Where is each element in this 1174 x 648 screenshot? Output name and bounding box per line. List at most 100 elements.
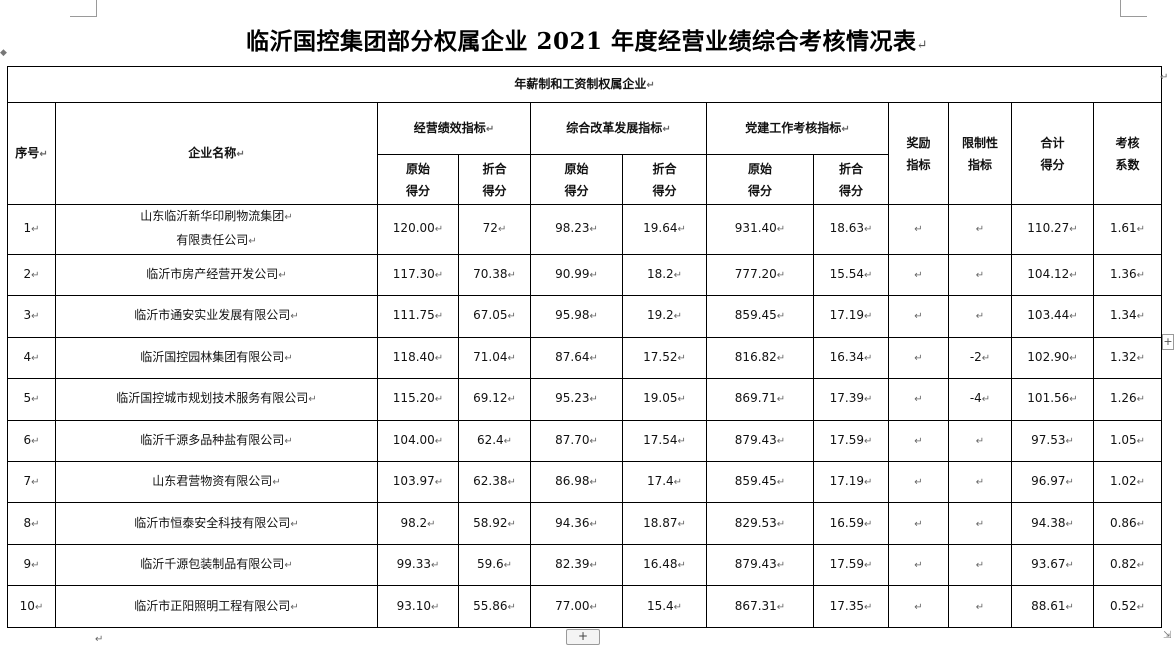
business-converted-cell[interactable]: 59.6↵ [458,543,531,587]
header-limit[interactable]: 限制性 指标 [948,102,1012,205]
reform-converted-cell[interactable]: 18.87↵ [622,502,707,545]
total-cell[interactable]: 94.38↵ [1011,502,1094,545]
coefficient-cell[interactable]: 1.32↵ [1092,336,1163,380]
business-raw-cell[interactable]: 118.40↵ [377,336,459,380]
reform-converted-cell[interactable]: 18.2↵ [622,253,707,297]
limit-cell[interactable]: -2↵ [948,336,1012,380]
total-cell[interactable]: 103.44↵ [1011,295,1094,338]
header-reform-raw[interactable]: 原始 得分 [530,154,623,205]
business-raw-cell[interactable]: 104.00↵ [377,419,459,463]
party-raw-cell[interactable]: 816.82↵ [706,336,814,380]
business-raw-cell[interactable]: 103.97↵ [377,460,459,504]
resize-icon[interactable]: + [1162,334,1174,350]
business-raw-cell[interactable]: 111.75↵ [377,295,459,338]
seq-cell[interactable]: 9↵ [7,543,56,587]
business-raw-cell[interactable]: 98.2↵ [377,502,459,545]
limit-cell[interactable]: ↵ [948,419,1012,463]
party-converted-cell[interactable]: 17.35↵ [813,585,889,628]
party-converted-cell[interactable]: 17.59↵ [813,419,889,463]
seq-cell[interactable]: 6↵ [7,419,56,463]
limit-cell[interactable]: -4↵ [948,378,1012,421]
total-cell[interactable]: 102.90↵ [1011,336,1094,380]
total-cell[interactable]: 101.56↵ [1011,378,1094,421]
reward-cell[interactable]: ↵ [888,378,949,421]
reward-cell[interactable]: ↵ [888,295,949,338]
party-raw-cell[interactable]: 867.31↵ [706,585,814,628]
company-name-cell[interactable]: 临沂市通安实业发展有限公司↵ [55,295,378,338]
header-reward[interactable]: 奖励 指标 [888,102,949,205]
reward-cell[interactable]: ↵ [888,585,949,628]
header-party-raw[interactable]: 原始 得分 [706,154,814,205]
company-name-cell[interactable]: 临沂市正阳照明工程有限公司↵ [55,585,378,628]
table-resize-handle-icon[interactable]: ⇲ [1163,630,1172,641]
header-reform-indicators[interactable]: 综合改革发展指标↵ [530,102,707,155]
total-cell[interactable]: 104.12↵ [1011,253,1094,297]
company-name-cell[interactable]: 山东君营物资有限公司↵ [55,460,378,504]
party-converted-cell[interactable]: 17.19↵ [813,460,889,504]
reform-raw-cell[interactable]: 90.99↵ [530,253,623,297]
reform-raw-cell[interactable]: 82.39↵ [530,543,623,587]
seq-cell[interactable]: 2↵ [7,253,56,297]
business-converted-cell[interactable]: 62.38↵ [458,460,531,504]
party-raw-cell[interactable]: 859.45↵ [706,295,814,338]
coefficient-cell[interactable]: 1.34↵ [1092,295,1163,338]
party-converted-cell[interactable]: 15.54↵ [813,253,889,297]
company-name-cell[interactable]: 山东临沂新华印刷物流集团↵ 有限责任公司↵ [55,204,378,255]
seq-cell[interactable]: 10↵ [7,585,56,628]
header-total[interactable]: 合计 得分 [1011,102,1094,205]
coefficient-cell[interactable]: 1.61↵ [1092,204,1163,255]
seq-cell[interactable]: 7↵ [7,460,56,504]
party-raw-cell[interactable]: 859.45↵ [706,460,814,504]
header-coefficient[interactable]: 考核 系数 [1092,102,1163,205]
party-converted-cell[interactable]: 16.34↵ [813,336,889,380]
coefficient-cell[interactable]: 0.52↵ [1092,585,1163,628]
business-raw-cell[interactable]: 120.00↵ [377,204,459,255]
coefficient-cell[interactable]: 1.02↵ [1092,460,1163,504]
business-converted-cell[interactable]: 72↵ [458,204,531,255]
reform-raw-cell[interactable]: 87.70↵ [530,419,623,463]
limit-cell[interactable]: ↵ [948,502,1012,545]
reward-cell[interactable]: ↵ [888,204,949,255]
party-raw-cell[interactable]: 869.71↵ [706,378,814,421]
business-converted-cell[interactable]: 58.92↵ [458,502,531,545]
reward-cell[interactable]: ↵ [888,502,949,545]
limit-cell[interactable]: ↵ [948,295,1012,338]
business-converted-cell[interactable]: 62.4↵ [458,419,531,463]
reform-converted-cell[interactable]: 16.48↵ [622,543,707,587]
coefficient-cell[interactable]: 1.26↵ [1092,378,1163,421]
reward-cell[interactable]: ↵ [888,253,949,297]
company-name-cell[interactable]: 临沂国控园林集团有限公司↵ [55,336,378,380]
reform-converted-cell[interactable]: 17.52↵ [622,336,707,380]
reform-raw-cell[interactable]: 98.23↵ [530,204,623,255]
party-converted-cell[interactable]: 18.63↵ [813,204,889,255]
header-business-converted[interactable]: 折合 得分 [458,154,531,205]
party-raw-cell[interactable]: 777.20↵ [706,253,814,297]
seq-cell[interactable]: 5↵ [7,378,56,421]
company-name-cell[interactable]: 临沂千源包装制品有限公司↵ [55,543,378,587]
party-raw-cell[interactable]: 879.43↵ [706,543,814,587]
business-raw-cell[interactable]: 93.10↵ [377,585,459,628]
reform-converted-cell[interactable]: 19.64↵ [622,204,707,255]
limit-cell[interactable]: ↵ [948,585,1012,628]
reward-cell[interactable]: ↵ [888,460,949,504]
limit-cell[interactable]: ↵ [948,543,1012,587]
limit-cell[interactable]: ↵ [948,204,1012,255]
seq-cell[interactable]: 4↵ [7,336,56,380]
coefficient-cell[interactable]: 1.36↵ [1092,253,1163,297]
business-raw-cell[interactable]: 117.30↵ [377,253,459,297]
document-title[interactable]: 临沂国控集团部分权属企业 2021 年度经营业绩综合考核情况表↵ [0,22,1174,56]
reform-converted-cell[interactable]: 15.4↵ [622,585,707,628]
reform-raw-cell[interactable]: 87.64↵ [530,336,623,380]
total-cell[interactable]: 97.53↵ [1011,419,1094,463]
business-converted-cell[interactable]: 69.12↵ [458,378,531,421]
business-converted-cell[interactable]: 71.04↵ [458,336,531,380]
reform-converted-cell[interactable]: 17.54↵ [622,419,707,463]
coefficient-cell[interactable]: 0.82↵ [1092,543,1163,587]
reform-raw-cell[interactable]: 95.23↵ [530,378,623,421]
header-company[interactable]: 企业名称↵ [55,102,378,205]
reform-converted-cell[interactable]: 19.2↵ [622,295,707,338]
company-name-cell[interactable]: 临沂市房产经营开发公司↵ [55,253,378,297]
limit-cell[interactable]: ↵ [948,253,1012,297]
reform-raw-cell[interactable]: 86.98↵ [530,460,623,504]
limit-cell[interactable]: ↵ [948,460,1012,504]
